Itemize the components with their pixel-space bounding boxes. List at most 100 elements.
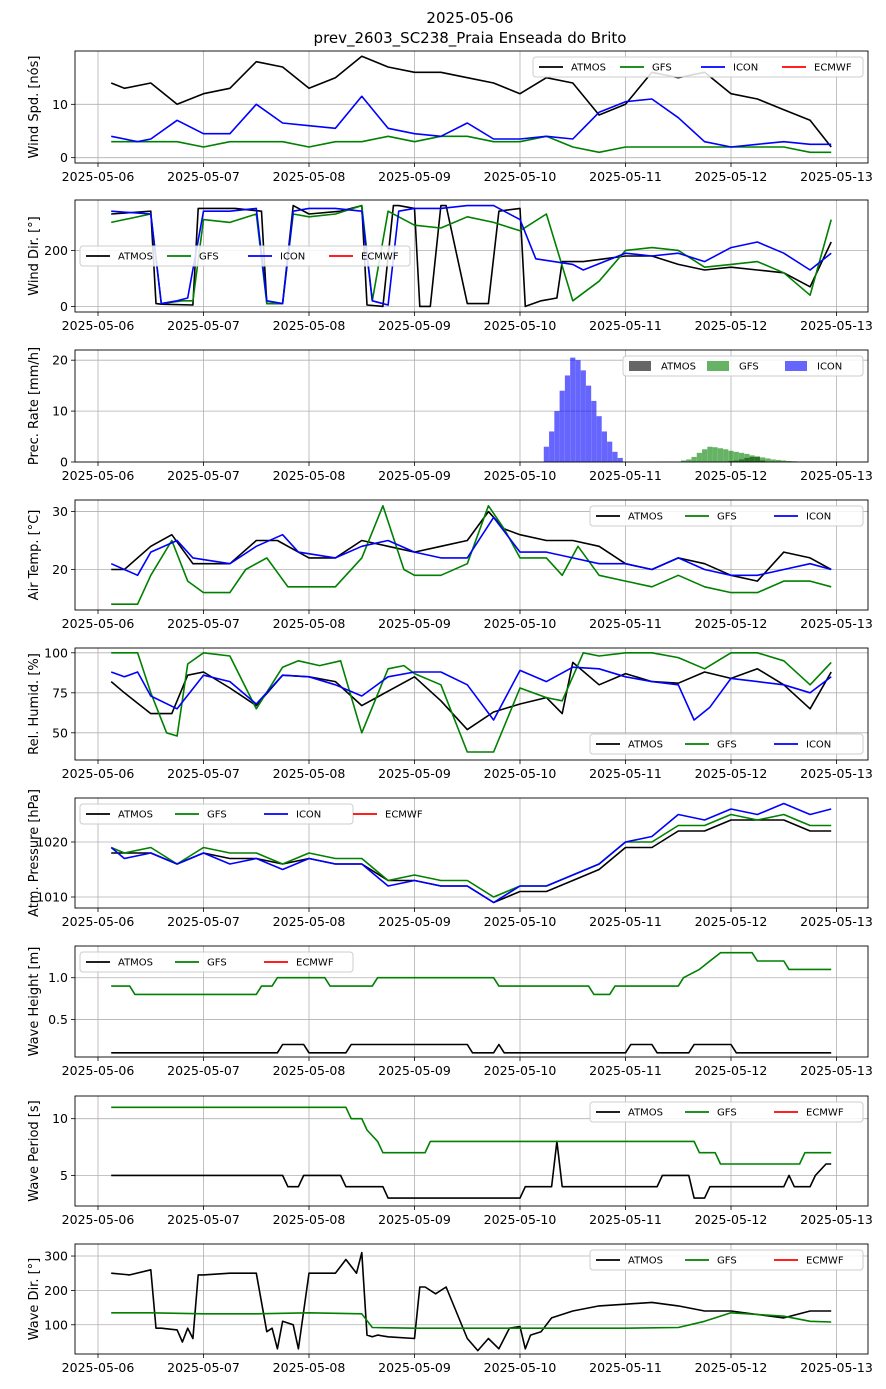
x-tick-label: 2025-05-06 bbox=[62, 1212, 135, 1227]
legend: ATMOS GFS ECMWF bbox=[589, 1249, 864, 1271]
x-tick-label: 2025-05-07 bbox=[167, 1360, 240, 1375]
bar-icon bbox=[612, 451, 618, 462]
x-tick-label: 2025-05-07 bbox=[167, 468, 240, 483]
legend: ATMOS GFS ICON ECMWF bbox=[79, 803, 423, 825]
bar-gfs bbox=[702, 449, 708, 462]
legend-frame bbox=[589, 505, 864, 527]
y-tick-label: 30 bbox=[52, 504, 68, 519]
x-tick-label: 2025-05-07 bbox=[167, 1212, 240, 1227]
legend-label-ecmwf: ECMWF bbox=[806, 1256, 844, 1267]
series-line-gfs bbox=[111, 204, 832, 305]
x-tick-label: 2025-05-11 bbox=[589, 616, 662, 631]
x-tick-label: 2025-05-09 bbox=[378, 1360, 451, 1375]
x-tick-label: 2025-05-07 bbox=[167, 1063, 240, 1078]
bar-icon bbox=[543, 446, 549, 462]
legend: ATMOS GFS ICON bbox=[589, 505, 864, 527]
legend-label-icon: ICON bbox=[280, 252, 305, 263]
x-tick-label: 2025-05-10 bbox=[484, 616, 557, 631]
axes-frame bbox=[74, 647, 869, 761]
y-tick-label: 50 bbox=[52, 725, 68, 740]
y-axis-label: Wind Dir. [°] bbox=[27, 216, 42, 296]
bar-gfs bbox=[744, 453, 750, 462]
x-tick-label: 2025-05-13 bbox=[800, 318, 873, 333]
x-tick-label: 2025-05-09 bbox=[378, 1063, 451, 1078]
bar-gfs bbox=[733, 451, 739, 462]
legend-label-gfs: GFS bbox=[652, 63, 672, 74]
x-tick-label: 2025-05-13 bbox=[800, 1212, 873, 1227]
bar-gfs bbox=[728, 450, 734, 462]
bar-gfs bbox=[786, 460, 792, 462]
x-tick-label: 2025-05-08 bbox=[273, 1360, 346, 1375]
x-tick-label: 2025-05-10 bbox=[484, 766, 557, 781]
y-tick-label: 200 bbox=[44, 1283, 68, 1298]
x-tick-label: 2025-05-08 bbox=[273, 616, 346, 631]
x-tick-label: 2025-05-11 bbox=[589, 914, 662, 929]
x-tick-label: 2025-05-09 bbox=[378, 1212, 451, 1227]
x-tick-label: 2025-05-06 bbox=[62, 1063, 135, 1078]
y-axis-label: Wind Spd. [nós] bbox=[27, 56, 42, 159]
bar-gfs bbox=[770, 459, 776, 462]
legend-label-atmos: ATMOS bbox=[571, 63, 606, 74]
y-tick-label: 200 bbox=[44, 243, 68, 258]
x-tick-label: 2025-05-06 bbox=[62, 468, 135, 483]
x-tick-label: 2025-05-12 bbox=[695, 1360, 768, 1375]
x-tick-label: 2025-05-07 bbox=[167, 766, 240, 781]
y-tick-label: 10 bbox=[52, 404, 68, 419]
bar-icon bbox=[559, 390, 565, 462]
chart-panel-wave-height-m: 2025-05-06 2025-05-07 2025-05-08 2025-05-09… bbox=[27, 945, 873, 1078]
x-tick-label: 2025-05-10 bbox=[484, 1063, 557, 1078]
bar-gfs bbox=[723, 449, 729, 462]
y-axis-label: Wave Height [m] bbox=[27, 947, 42, 1057]
x-tick-label: 2025-05-10 bbox=[484, 914, 557, 929]
chart-panel-rel-humid: 2025-05-06 2025-05-07 2025-05-08 2025-05-09… bbox=[27, 645, 873, 781]
y-axis-label: Atm. Pressure [hPa] bbox=[27, 789, 42, 917]
legend-label-ecmwf: ECMWF bbox=[385, 810, 423, 821]
axes-frame bbox=[74, 50, 869, 164]
legend-label-icon: ICON bbox=[806, 740, 831, 751]
gridlines bbox=[75, 51, 868, 163]
series-line-gfs bbox=[111, 1106, 832, 1165]
series-line-atmos bbox=[111, 1140, 832, 1199]
x-tick-label: 2025-05-13 bbox=[800, 1360, 873, 1375]
bar-icon bbox=[570, 357, 576, 462]
axes-frame bbox=[74, 499, 869, 611]
x-tick-label: 2025-05-13 bbox=[800, 914, 873, 929]
x-tick-label: 2025-05-09 bbox=[378, 766, 451, 781]
legend: ATMOS GFS ECMWF bbox=[589, 1101, 864, 1123]
legend-label-atmos: ATMOS bbox=[628, 1108, 663, 1119]
x-tick-label: 2025-05-10 bbox=[484, 1212, 557, 1227]
plot-data bbox=[110, 802, 832, 904]
legend: ATMOS GFS ICON bbox=[622, 355, 864, 377]
bar-icon bbox=[549, 431, 555, 462]
bar-icon bbox=[601, 431, 607, 462]
y-axis-label: Rel. Humid. [%] bbox=[27, 653, 42, 755]
x-tick-label: 2025-05-06 bbox=[62, 914, 135, 929]
bar-icon bbox=[596, 416, 602, 462]
series-line-gfs bbox=[110, 813, 832, 898]
chart-panel-prec-rate-mm-h: 2025-05-06 2025-05-07 2025-05-08 2025-05-09… bbox=[27, 347, 873, 483]
bar-gfs bbox=[696, 452, 702, 462]
series-line-gfs bbox=[111, 504, 832, 606]
legend-label-ecmwf: ECMWF bbox=[296, 958, 334, 969]
legend-label-atmos: ATMOS bbox=[118, 958, 153, 969]
x-tick-label: 2025-05-06 bbox=[62, 169, 135, 184]
y-axis-label: Air Temp. [°C] bbox=[27, 510, 42, 601]
legend-label-icon: ICON bbox=[806, 512, 831, 523]
x-tick-label: 2025-05-11 bbox=[589, 1360, 662, 1375]
legend-label-gfs: GFS bbox=[739, 362, 759, 373]
y-axis-label: Wave Period [s] bbox=[27, 1100, 42, 1201]
x-tick-label: 2025-05-13 bbox=[800, 468, 873, 483]
x-tick-label: 2025-05-09 bbox=[378, 914, 451, 929]
plot-data bbox=[110, 55, 832, 154]
legend-label-gfs: GFS bbox=[207, 810, 227, 821]
plot-data bbox=[110, 651, 832, 753]
legend-frame bbox=[589, 1101, 864, 1123]
x-tick-label: 2025-05-12 bbox=[695, 1063, 768, 1078]
series-line-icon bbox=[110, 666, 832, 721]
x-tick-label: 2025-05-08 bbox=[273, 1063, 346, 1078]
bar-icon bbox=[564, 375, 571, 462]
x-tick-label: 2025-05-09 bbox=[378, 616, 451, 631]
x-tick-label: 2025-05-08 bbox=[273, 766, 346, 781]
figure-title-block: 2025-05-06 prev_2603_SC238_Praia Enseada… bbox=[0, 8, 886, 48]
x-tick-label: 2025-05-07 bbox=[167, 169, 240, 184]
